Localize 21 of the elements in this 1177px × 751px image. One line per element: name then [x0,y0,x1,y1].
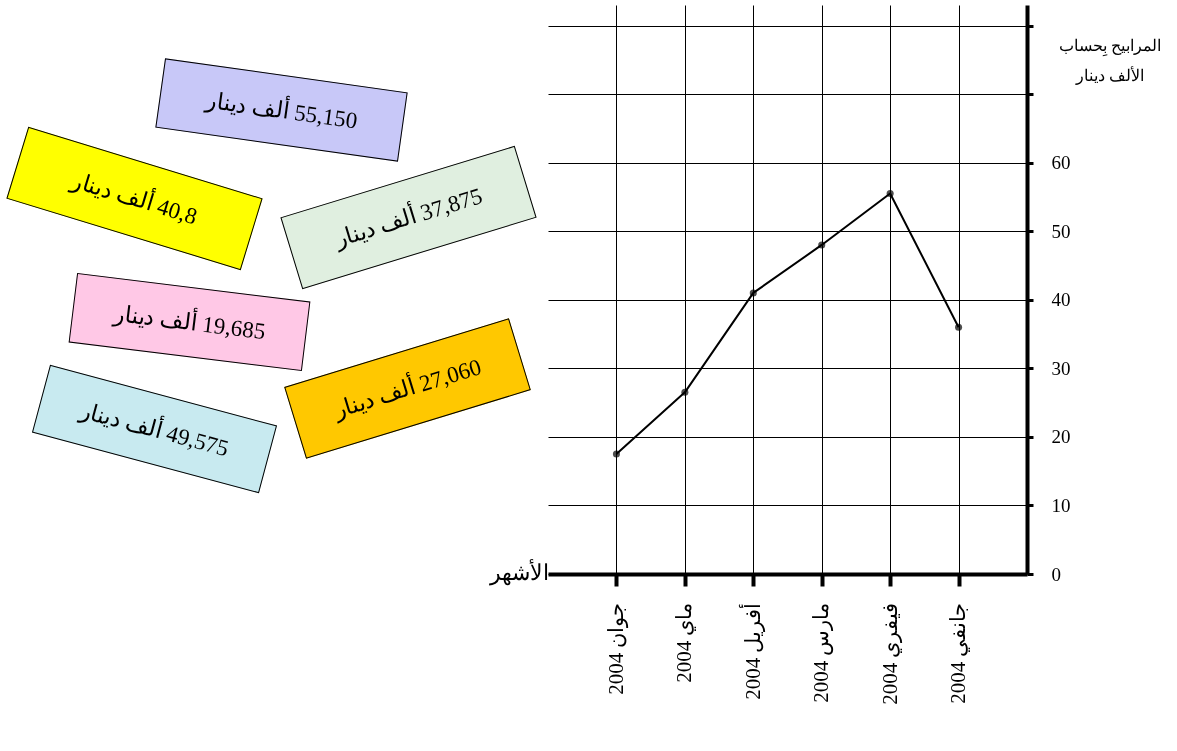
y-tick-label: 40 [1051,289,1071,311]
x-tick-label: جوان 2004 [603,602,629,695]
x-tick-label: فيفري 2004 [877,602,903,705]
point [749,289,757,297]
y-tick-label: 20 [1051,426,1071,448]
y-tick-label: 50 [1051,220,1071,242]
point [681,388,689,396]
x-tick-label: جانفي 2004 [946,602,971,704]
x-tick-label: ماي 2004 [672,602,697,683]
y-tick-label: 0 [1051,563,1061,585]
x-tick-label: مارس 2004 [809,602,835,703]
point [955,323,963,331]
x-tick-label: أفريل 2004 [737,602,766,700]
y-axis-title: المرابيح بِحساب الألف دينار [1058,36,1161,85]
x-axis-title: الأشهر [488,557,549,586]
y-tick-label: 30 [1051,357,1071,379]
y-tick-label: 10 [1051,494,1071,516]
point [886,190,894,198]
point [612,450,620,458]
y-tick-label: 60 [1051,152,1071,174]
point [818,241,826,249]
